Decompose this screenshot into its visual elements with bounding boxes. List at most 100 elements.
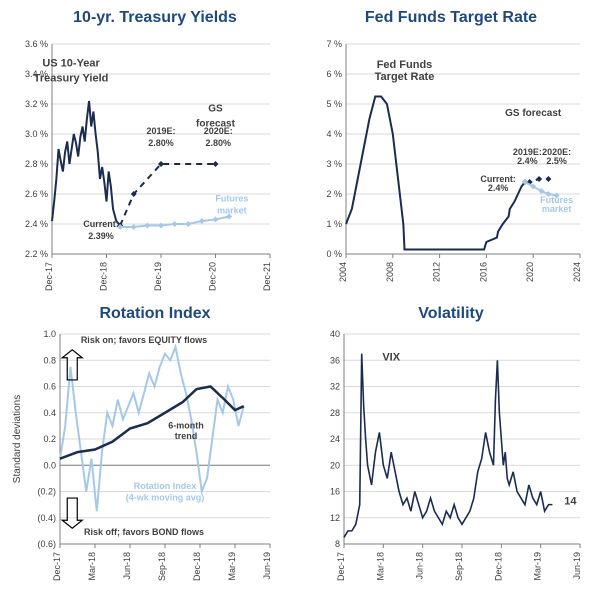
series-vix: [344, 354, 552, 538]
panel-rotation: Rotation Index(0.6)(0.4)(0.2)0.00.20.40.…: [12, 305, 272, 581]
annotation: 2.39%: [88, 231, 114, 241]
annotation: Current:: [83, 219, 119, 229]
marker: [131, 224, 137, 230]
y-tick-label: 32: [330, 382, 340, 392]
annotation: Treasury Yield: [34, 73, 109, 85]
arrow-icon: [62, 498, 82, 528]
x-tick-label: 2016: [478, 262, 488, 282]
x-tick-label: 2024: [572, 262, 582, 282]
annotation: (4-wk moving avg): [126, 493, 205, 503]
x-tick-label: Jun-18: [122, 552, 132, 580]
panel-treasury: 10-yr. Treasury Yields2.2 %2.4 %2.6 %2.8…: [25, 9, 272, 291]
chart-grid: 10-yr. Treasury Yields2.2 %2.4 %2.6 %2.8…: [0, 0, 602, 593]
marker: [536, 176, 542, 182]
x-tick-label: Mar-19: [227, 552, 237, 581]
annotation: GS: [208, 104, 223, 115]
y-tick-label: 0.6: [43, 382, 56, 392]
y-tick-label: 24: [330, 434, 340, 444]
marker: [158, 223, 164, 229]
y-tick-label: 3.2 %: [25, 99, 48, 109]
annotation: US 10-Year: [42, 58, 100, 70]
y-tick-label: 4 %: [326, 129, 342, 139]
annotation: 14: [564, 496, 577, 508]
annotation: trend: [175, 431, 198, 441]
x-tick-label: Dec-18: [192, 552, 202, 581]
annotation: Futures: [215, 194, 248, 204]
x-tick-label: Mar-18: [87, 552, 97, 581]
x-tick-label: 2008: [385, 262, 395, 282]
y-tick-label: (0.4): [37, 513, 56, 523]
y-tick-label: 0.8: [43, 355, 56, 365]
marker: [213, 161, 219, 167]
annotation: 2.5%: [546, 156, 567, 166]
x-tick-label: Dec-21: [262, 262, 272, 291]
annotation: Risk on; favors EQUITY flows: [81, 335, 207, 345]
series-actual: [346, 97, 525, 250]
x-tick-label: 2020: [525, 262, 535, 282]
y-tick-label: 40: [330, 329, 340, 339]
y-tick-label: 2 %: [326, 189, 342, 199]
marker: [172, 221, 178, 227]
y-tick-label: 0 %: [326, 249, 342, 259]
y-tick-label: 0.2: [43, 434, 56, 444]
annotation: 2020E:: [204, 126, 233, 136]
y-tick-label: 2.8 %: [25, 159, 48, 169]
y-tick-label: 12: [330, 513, 340, 523]
marker: [199, 218, 205, 224]
annotation: 2.4%: [488, 183, 509, 193]
panel-vix: Volatility 8 12 16 20 24 28 32 36 40 Dec-17 Mar-18 J…: [330, 305, 582, 581]
y-tick-label: 8: [335, 539, 340, 549]
x-tick-label: Dec-17: [52, 552, 62, 581]
y-tick-label: (0.2): [37, 487, 56, 497]
annotation: Target Rate: [375, 71, 435, 83]
y-tick-label: 28: [330, 408, 340, 418]
marker: [213, 217, 219, 223]
y-tick-label: 36: [330, 355, 340, 365]
y-tick-label: 2.4 %: [25, 219, 48, 229]
annotation: 6-month: [168, 421, 204, 431]
y-tick-label: 1.0: [43, 329, 56, 339]
y-tick-label: 0.0: [43, 460, 56, 470]
x-tick-label: Dec-18: [99, 262, 109, 291]
x-tick-label: Jun-18: [415, 552, 425, 580]
annotation: VIX: [382, 351, 400, 363]
annotation: 2.4%: [517, 156, 538, 166]
chart-title: Fed Funds Target Rate: [365, 9, 537, 26]
y-tick-label: 3 %: [326, 159, 342, 169]
x-tick-label: Mar-18: [375, 552, 385, 581]
chart-title: Rotation Index: [99, 305, 210, 322]
x-tick-label: Dec-19: [153, 262, 163, 291]
annotation: Rotation Index: [134, 481, 197, 491]
y-tick-label: 2.2 %: [25, 249, 48, 259]
y-tick-label: 20: [330, 460, 340, 470]
x-tick-label: Sep-18: [454, 552, 464, 581]
x-tick-label: Dec-17: [44, 262, 54, 291]
x-tick-label: Dec-18: [493, 552, 503, 581]
x-tick-label: 2004: [338, 262, 348, 282]
x-tick-label: Mar-19: [533, 552, 543, 581]
x-tick-label: Jun-19: [572, 552, 582, 580]
y-tick-label: 5 %: [326, 99, 342, 109]
y-tick-label: 6 %: [326, 69, 342, 79]
series-actual: [52, 101, 120, 226]
annotation: market: [217, 206, 247, 216]
annotation: Risk off; favors BOND flows: [84, 527, 204, 537]
x-tick-label: Dec-17: [336, 552, 346, 581]
x-tick-label: Sep-18: [157, 552, 167, 581]
series-6mo: [60, 387, 244, 459]
chart-title: Volatility: [418, 305, 484, 322]
annotation: 2019E:: [146, 126, 175, 136]
y-tick-label: 1 %: [326, 219, 342, 229]
y-tick-label: 16: [330, 487, 340, 497]
panel-fedfunds: Fed Funds Target Rate 0 % 1 % 2 % 3 % 4 % 5 % 6…: [326, 9, 582, 282]
x-tick-label: 2012: [432, 262, 442, 282]
annotation: market: [542, 204, 572, 214]
y-tick-label: 7 %: [326, 39, 342, 49]
y-tick-label: 3.6 %: [25, 39, 48, 49]
y-tick-label: (0.6): [37, 539, 56, 549]
y-tick-label: 3.0 %: [25, 129, 48, 139]
annotation: 2.80%: [205, 138, 231, 148]
marker: [185, 221, 191, 227]
marker: [545, 176, 551, 182]
annotation: Fed Funds: [377, 59, 433, 71]
